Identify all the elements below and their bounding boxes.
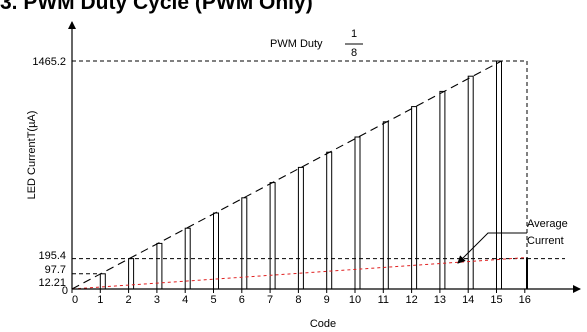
pwm-pulse-bars	[99, 60, 502, 290]
peak-envelope-line	[71, 60, 502, 290]
x-tick-label-3: 3	[154, 294, 160, 306]
x-tick-label-1: 1	[97, 294, 103, 306]
duty-numerator: 1	[351, 28, 357, 40]
x-axis-label: Code	[310, 318, 336, 330]
y-tick-label-0: 0	[62, 285, 68, 297]
x-tick-label-10: 10	[349, 294, 361, 306]
x-tick-label-11: 11	[378, 294, 389, 306]
figure-title: 3. PWM Duty Cycle (PWM Only)	[0, 0, 313, 14]
pwm-duty-text: PWM Duty	[270, 38, 323, 50]
x-tick-label-4: 4	[182, 294, 188, 306]
y-tick-label-97-7: 97.7	[45, 264, 66, 276]
pwm-duty-label: PWM Duty 1 8	[270, 28, 363, 59]
x-tick-label-6: 6	[239, 294, 245, 306]
pwm-bar-code-6	[241, 197, 248, 290]
x-tick-label-5: 5	[210, 294, 216, 306]
x-tick-label-7: 7	[267, 294, 273, 306]
average-current-annotation: Average Current	[457, 218, 568, 264]
pwm-bar-code-7	[269, 182, 276, 290]
x-tick-label-2: 2	[126, 294, 132, 306]
pwm-bar-code-12	[411, 106, 418, 290]
pwm-bar-code-14	[467, 75, 474, 290]
pwm-bar-code-3	[156, 242, 163, 290]
dashed-guide-lines	[71, 60, 565, 290]
y-axis-label: LED CurrentT(µA)	[26, 111, 38, 200]
pwm-bar-code-11	[382, 121, 389, 290]
pwm-bar-code-8	[297, 166, 304, 290]
average-current-line	[71, 257, 528, 290]
average-label-line2: Current	[527, 235, 564, 247]
pwm-bar-code-10	[354, 136, 361, 290]
x-tick-label-13: 13	[434, 294, 446, 306]
duty-denominator: 8	[351, 47, 357, 59]
y-tick-label-12-21: 12.21	[38, 277, 66, 289]
y-tick-label-1465-2: 1465.2	[32, 56, 66, 68]
x-tick-label-15: 15	[490, 294, 502, 306]
x-tick-label-16: 16	[519, 294, 531, 306]
pwm-bar-code-9	[326, 151, 333, 290]
x-tick-label-9: 9	[324, 294, 330, 306]
pwm-bar-code-5	[213, 212, 219, 290]
average-label-line1: Average	[527, 218, 568, 230]
pwm-bar-code-15	[496, 60, 502, 290]
x-tick-label-14: 14	[462, 294, 474, 306]
y-tick-label-195-4: 195.4	[38, 250, 66, 262]
axes	[68, 21, 581, 293]
x-tick-label-8: 8	[295, 294, 301, 306]
axis-ticks: 0 1 2 3 4 5 6 7 8 9 10 11 12 13 14 15 16012.2197.7195.41…	[32, 56, 531, 306]
pwm-bar-code-13	[439, 90, 446, 290]
annotation-leader	[457, 232, 527, 264]
x-tick-label-12: 12	[405, 294, 417, 306]
x-tick-label-0: 0	[72, 294, 78, 306]
